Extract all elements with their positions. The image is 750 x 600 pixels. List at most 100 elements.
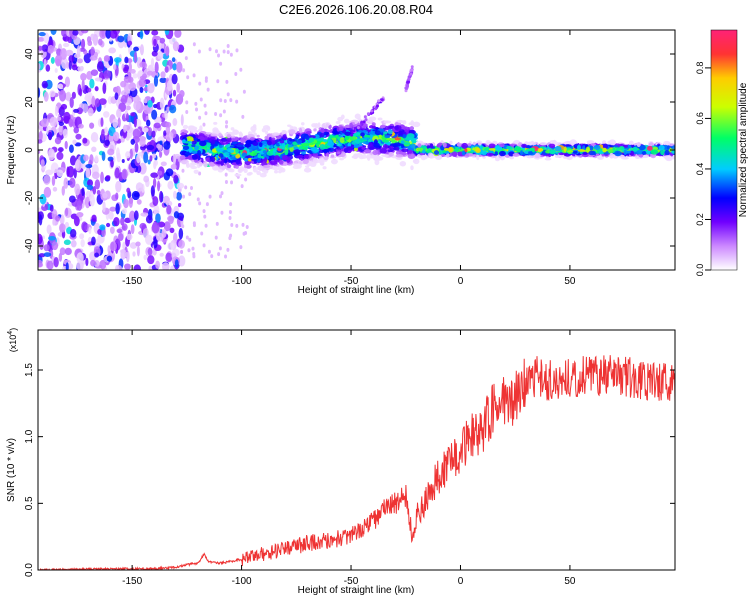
heatmap-cell <box>91 214 97 222</box>
heatmap-cell <box>184 56 188 61</box>
heatmap-cell <box>112 131 120 142</box>
heatmap-cell <box>377 117 383 121</box>
heatmap-cell <box>43 252 52 258</box>
heatmap-cell <box>219 98 223 103</box>
heatmap-cell <box>75 133 82 140</box>
heatmap-cell <box>401 148 409 153</box>
heatmap-cell <box>180 249 184 254</box>
heatmap-cell <box>38 87 41 98</box>
heatmap-cell <box>204 78 208 83</box>
heatmap-cell <box>203 214 207 219</box>
heatmap-cell <box>198 115 202 120</box>
heatmap-cell <box>154 61 159 74</box>
heatmap-cell <box>117 35 125 43</box>
heatmap-cell <box>244 177 248 182</box>
heatmap-cell <box>167 215 175 222</box>
heatmap-cell <box>107 148 115 156</box>
heatmap-cell <box>226 164 232 168</box>
heatmap-cell <box>183 130 189 134</box>
heatmap-cell <box>213 121 218 125</box>
heatmap-cell <box>41 44 49 52</box>
heatmap-cell <box>217 148 223 152</box>
heatmap-cell <box>278 169 282 174</box>
colorbar-tick-label: 0.0 <box>695 264 705 277</box>
heatmap-cell <box>243 168 248 174</box>
heatmap-cell <box>187 143 192 147</box>
heatmap-cell <box>202 209 206 214</box>
heatmap-cell <box>60 103 68 110</box>
heatmap-cell <box>192 42 196 47</box>
heatmap-cell <box>45 64 51 72</box>
heatmap-cell <box>353 126 357 130</box>
heatmap-cell <box>395 146 400 151</box>
heatmap-cell <box>120 90 128 97</box>
heatmap-cell <box>182 145 190 151</box>
heatmap-cell <box>126 233 133 241</box>
heatmap-cell <box>488 143 496 149</box>
heatmap-cell <box>153 38 157 47</box>
x-tick-label: 0 <box>458 276 464 287</box>
x-tick-label: 50 <box>564 276 576 287</box>
heatmap-cell <box>196 138 201 142</box>
heatmap-cell <box>461 142 468 149</box>
heatmap-cell <box>335 120 341 125</box>
heatmap-cell <box>156 170 163 176</box>
heatmap-cell <box>64 76 71 88</box>
heatmap-cell <box>74 183 81 196</box>
heatmap-cell <box>368 142 373 148</box>
heatmap-cell <box>323 131 330 136</box>
heatmap-cell <box>525 148 533 152</box>
heatmap-cell <box>344 136 350 141</box>
heatmap-cell <box>149 155 153 162</box>
heatmap-cell <box>115 180 122 193</box>
heatmap-cell <box>79 233 85 240</box>
heatmap-cell <box>224 254 228 259</box>
heatmap-cell <box>68 60 72 70</box>
heatmap-cell <box>172 153 177 165</box>
heatmap-cell <box>103 111 110 118</box>
heatmap-cell <box>194 101 198 106</box>
heatmap-cell <box>272 167 280 171</box>
heatmap-cell <box>166 204 172 215</box>
heatmap-cell <box>96 61 104 73</box>
heatmap-cell <box>51 241 59 251</box>
heatmap-cell <box>227 136 232 143</box>
heatmap-cell <box>54 105 59 117</box>
heatmap-cell <box>569 139 577 145</box>
heatmap-cell <box>69 228 77 238</box>
heatmap-cell <box>188 237 192 242</box>
heatmap-cell <box>346 146 353 151</box>
heatmap-cell <box>56 116 62 121</box>
heatmap-cell <box>394 137 402 141</box>
heatmap-cell <box>400 140 405 144</box>
heatmap-cell <box>46 224 52 235</box>
heatmap-cell <box>91 95 96 108</box>
heatmap-cell <box>229 98 233 103</box>
heatmap-cell <box>347 142 352 148</box>
heatmap-cell <box>350 133 354 137</box>
heatmap-cell <box>72 30 79 36</box>
heatmap-cell <box>229 52 233 57</box>
heatmap-cell <box>216 79 220 84</box>
spectrogram-panel: -150 -100 -50 0 50 -40 -20 0 20 40 Height of str… <box>6 29 676 296</box>
heatmap-cell <box>239 245 243 250</box>
heatmap-cell <box>80 239 85 248</box>
heatmap-cell <box>227 149 235 153</box>
heatmap-cell <box>118 233 124 242</box>
heatmap-cell <box>169 227 175 234</box>
heatmap-cell <box>331 137 337 141</box>
heatmap-cell <box>81 221 88 232</box>
heatmap-cell <box>259 172 267 178</box>
heatmap-cell <box>76 252 84 264</box>
heatmap-cell <box>130 112 136 117</box>
heatmap-cell <box>76 45 81 57</box>
heatmap-cell <box>179 132 187 136</box>
heatmap-cell <box>549 149 557 155</box>
heatmap-cell <box>151 153 157 159</box>
heatmap-cell <box>391 139 396 144</box>
heatmap-cell <box>151 130 156 138</box>
heatmap-cell <box>380 124 386 129</box>
heatmap-cell <box>50 56 55 64</box>
heatmap-cell <box>131 190 140 201</box>
heatmap-cell <box>85 257 89 267</box>
